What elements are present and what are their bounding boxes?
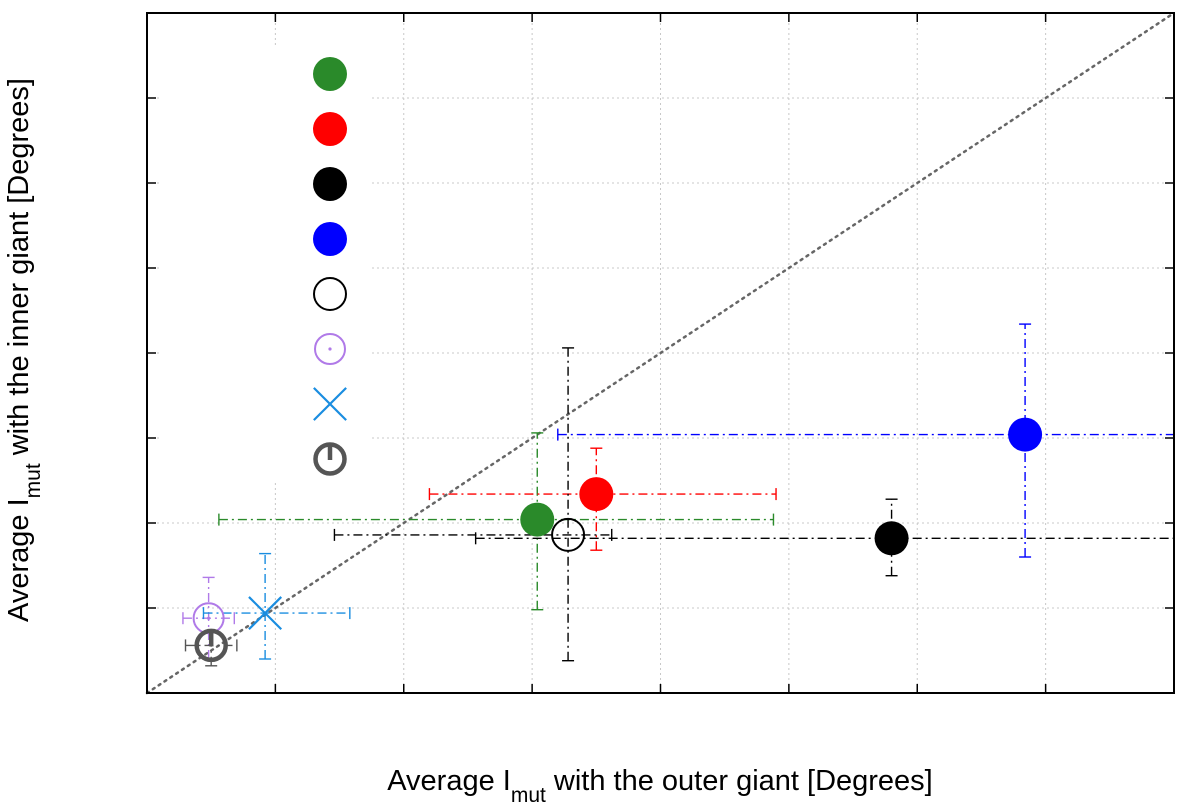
marker-2_05 <box>1008 417 1043 452</box>
error-bars-2_08 <box>202 552 351 660</box>
marker-2_08 <box>313 387 347 421</box>
error-bars-2_01 <box>218 432 775 611</box>
marker-2_09 <box>194 628 228 663</box>
error-bars-2_03 <box>474 498 1174 577</box>
legend-item-2_07 <box>314 333 346 365</box>
marker-2_07 <box>314 333 346 365</box>
marker-2_03 <box>313 167 347 201</box>
marker-2_05 <box>313 222 347 256</box>
legend-item-2_05 <box>313 222 347 256</box>
marker-ring <box>314 333 346 365</box>
marker-2_01 <box>313 57 347 91</box>
diagonal-reference-line <box>145 11 1176 695</box>
legend-item-2_09 <box>313 442 347 476</box>
marker-stroke <box>248 596 283 631</box>
marker-3_03 <box>313 277 347 311</box>
y-axis-title: Average Imut with the inner giant [Degre… <box>3 78 45 622</box>
axis-ticks <box>147 12 1175 693</box>
marker-2_09 <box>313 442 347 476</box>
marker-2_03 <box>874 521 909 556</box>
marker-2_02 <box>579 477 614 512</box>
legend-item-2_01 <box>313 57 347 91</box>
error-bars-3_03 <box>333 347 613 662</box>
data-markers <box>192 417 1043 663</box>
x-axis-title: Average Imut with the outer giant [Degre… <box>387 765 933 805</box>
marker-dot <box>207 616 211 620</box>
legend-item-2_02 <box>313 112 347 146</box>
marker-2_02 <box>313 112 347 146</box>
marker-2_08 <box>248 596 283 631</box>
legend-item-2_03 <box>313 167 347 201</box>
legend-item-3_03 <box>313 277 347 311</box>
reference-line <box>145 11 1176 695</box>
marker-dot <box>328 347 332 351</box>
marker-3_03 <box>551 517 586 552</box>
marker-2_01 <box>520 502 555 537</box>
legend <box>160 46 370 482</box>
marker-stroke <box>313 387 347 421</box>
legend-item-2_08 <box>313 387 347 421</box>
legend-background <box>160 46 370 482</box>
